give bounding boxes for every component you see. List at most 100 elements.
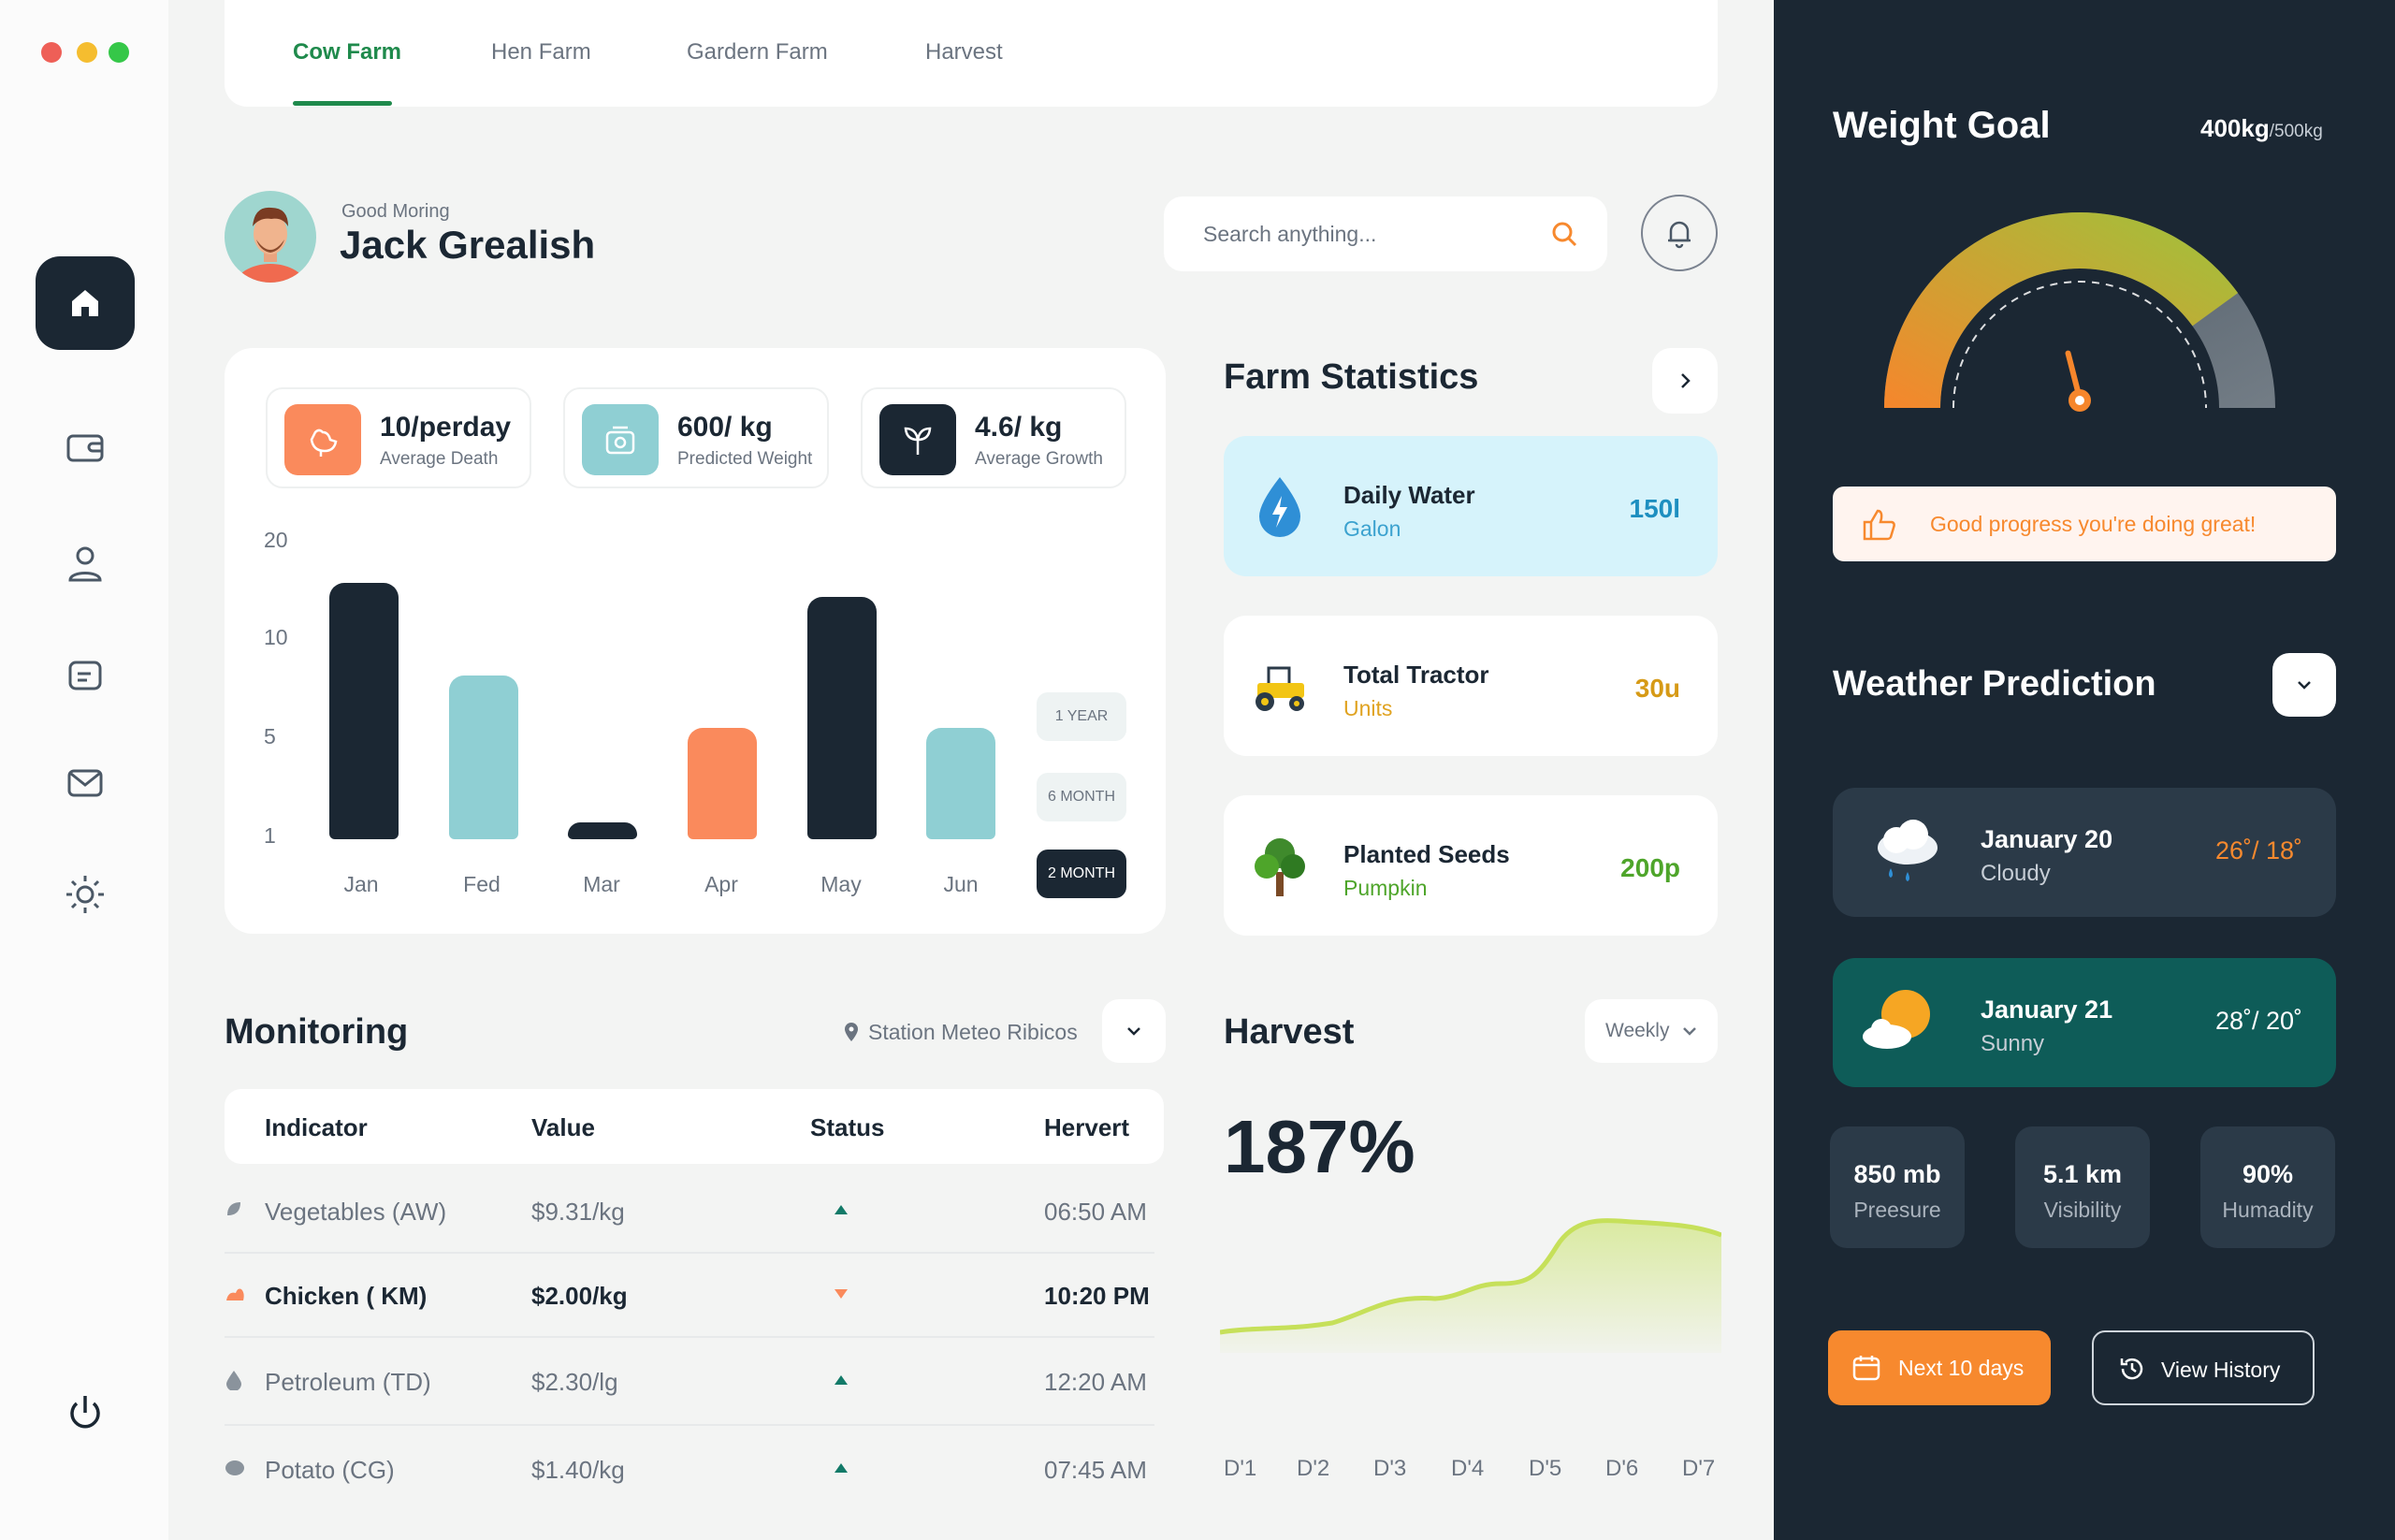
mail-icon [67,769,103,797]
scale-icon [582,404,659,475]
farm-stat-daily-water[interactable]: Daily Water Galon 150l [1224,436,1718,576]
chevron-right-icon [1681,373,1691,388]
tractor-icon [1256,666,1304,711]
tab-cow-farm[interactable]: Cow Farm [293,39,402,65]
tab-hen-farm[interactable]: Hen Farm [491,39,591,65]
humidity-label: Humadity [2222,1198,2314,1222]
stat-average-death: 10/perday Average Death [266,387,531,488]
stat-predicted-weight: 600/ kg Predicted Weight [563,387,829,488]
value-cell: $9.31/kg [531,1198,625,1226]
weather-dropdown-button[interactable] [2272,653,2336,717]
tab-harvest[interactable]: Harvest [925,39,1003,65]
humidity-box: 90% Humadity [2200,1126,2335,1248]
harvest-day-label: D'6 [1605,1456,1639,1481]
y-tick: 20 [264,528,288,552]
pressure-value: 850 mb [1853,1160,1941,1188]
location-pin-icon [845,1023,858,1041]
user-name: Jack Grealish [340,223,596,267]
weather-card-january-21[interactable]: January 21 Sunny 28˚/ 20˚ [1833,958,2336,1087]
window-minimize-button[interactable] [77,42,97,63]
potato-icon [225,1460,244,1475]
tab-garden-farm[interactable]: Gardern Farm [687,39,828,65]
progress-message-banner: Good progress you're doing great! [1833,487,2336,561]
weight-gauge [1884,212,2275,412]
pressure-label: Preesure [1853,1198,1941,1222]
chevron-down-icon [1683,1027,1696,1036]
nav-mail-button[interactable] [36,735,135,829]
harvest-percent: 187% [1224,1105,1415,1188]
search-bar[interactable]: Search anything... [1164,196,1607,271]
window-close-button[interactable] [41,42,62,63]
bar-fed[interactable] [449,676,518,839]
time-cell: 10:20 PM [1044,1282,1150,1310]
progress-message-text: Good progress you're doing great! [1930,512,2257,536]
farm-stat-title: Planted Seeds [1343,840,1510,868]
harvest-filter-dropdown[interactable]: Weekly [1585,999,1718,1063]
harvest-title: Harvest [1224,1012,1355,1052]
bar-jun[interactable] [926,727,995,839]
nav-wallet-button[interactable] [36,400,135,494]
hen-icon [284,404,361,475]
indicator-cell: Chicken ( KM) [265,1282,428,1310]
avatar[interactable] [225,191,316,283]
bar-mar[interactable] [568,821,637,839]
row-divider [225,1424,1154,1426]
stat-label: Average Death [380,449,499,469]
period-1-year-button[interactable]: 1 YEAR [1037,692,1126,741]
bar-jan[interactable] [329,582,399,839]
visibility-label: Visibility [2043,1198,2122,1222]
view-history-label: View History [2161,1358,2281,1382]
column-header-hervert: Hervert [1044,1113,1130,1141]
search-input[interactable]: Search anything... [1203,222,1377,246]
farm-statistics-next-button[interactable] [1652,348,1718,414]
nav-profile-button[interactable] [36,516,135,610]
bar-apr[interactable] [688,727,757,839]
stat-value: 600/ kg [677,412,773,443]
chicken-icon [226,1288,244,1300]
next-10-days-button[interactable]: Next 10 days [1828,1330,2051,1405]
monitoring-title: Monitoring [225,1012,409,1052]
monitoring-table-header [225,1089,1164,1164]
farm-stat-total-tractor[interactable]: Total Tractor Units 30u [1224,616,1718,756]
farm-stat-subtitle: Pumpkin [1343,876,1428,900]
next-10-days-label: Next 10 days [1898,1356,2025,1380]
history-icon [2120,1358,2143,1380]
bar-may[interactable] [807,597,877,839]
harvest-day-label: D'5 [1529,1456,1562,1481]
nav-messages-button[interactable] [36,629,135,722]
nav-home-button[interactable] [36,256,135,350]
weather-card-january-20[interactable]: January 20 Cloudy 26˚/ 18˚ [1833,788,2336,917]
chevron-down-icon [1127,1027,1140,1036]
status-up-icon [835,1205,848,1214]
weather-date: January 21 [1981,995,2113,1024]
y-tick: 10 [264,625,288,649]
station-dropdown-button[interactable] [1102,999,1166,1063]
window-maximize-button[interactable] [109,42,129,63]
period-2-month-button[interactable]: 2 MONTH [1037,850,1126,898]
view-history-button[interactable]: View History [2092,1330,2315,1405]
notifications-button[interactable] [1641,195,1718,271]
row-divider [225,1336,1154,1338]
tree-icon [1255,838,1305,896]
column-header-status: Status [810,1113,885,1141]
value-cell: $2.00/kg [531,1282,628,1310]
x-tick: Jan [343,872,379,896]
harvest-day-label: D'3 [1373,1456,1407,1481]
nav-settings-button[interactable] [36,848,135,941]
weight-goal-value: 400kg/500kg [2200,114,2323,143]
leaf-icon [227,1202,240,1215]
logout-button[interactable] [36,1366,135,1460]
weather-temperature: 28˚/ 20˚ [2214,1007,2302,1035]
oil-drop-icon [226,1371,241,1390]
farm-stat-planted-seeds[interactable]: Planted Seeds Pumpkin 200p [1224,795,1718,936]
farm-statistics-title: Farm Statistics [1224,357,1479,397]
greeting-text: Good Moring [341,201,450,222]
search-icon[interactable] [1549,219,1579,249]
wallet-icon [66,434,104,462]
message-icon [68,661,102,690]
weather-date: January 20 [1981,825,2113,853]
visibility-box: 5.1 km Visibility [2015,1126,2150,1248]
harvest-day-label: D'1 [1224,1456,1257,1481]
period-6-month-button[interactable]: 6 MONTH [1037,773,1126,821]
